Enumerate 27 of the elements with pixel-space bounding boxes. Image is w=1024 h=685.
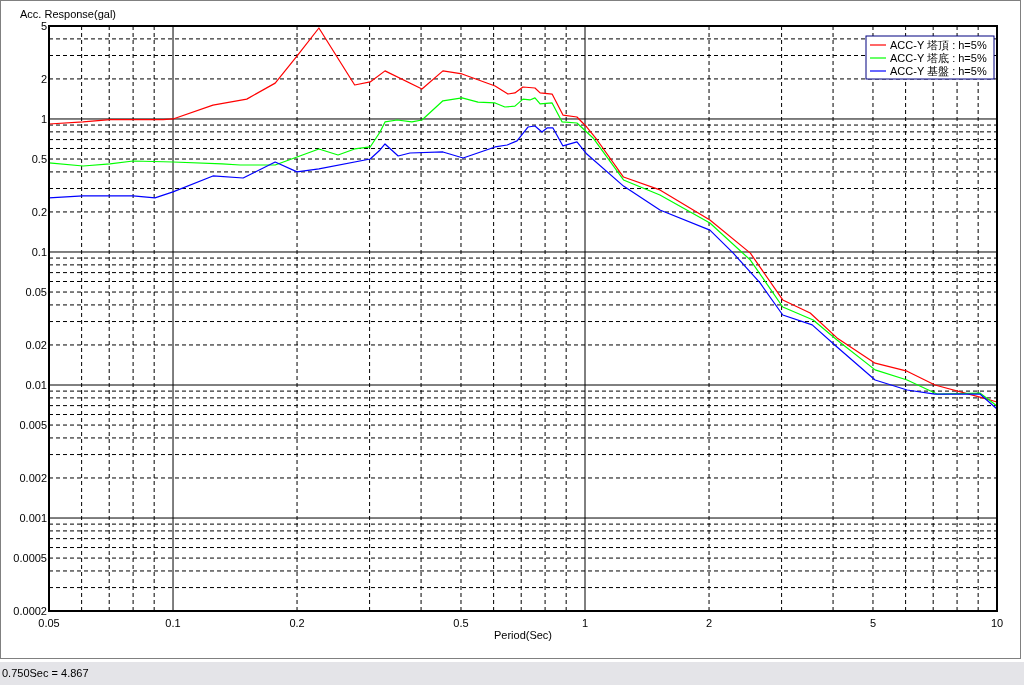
x-tick-label: 0.5 xyxy=(453,617,469,629)
x-axis-title: Period(Sec) xyxy=(493,629,553,641)
x-tick-label: 5 xyxy=(869,617,877,629)
y-tick-label: 0.002 xyxy=(19,471,47,484)
x-tick-label: 1 xyxy=(581,617,589,629)
y-tick-label: 0.0005 xyxy=(13,552,47,565)
x-tick-label: 2 xyxy=(705,617,713,629)
y-tick-label: 0.05 xyxy=(25,286,47,299)
y-tick-label: 0.5 xyxy=(31,153,47,166)
y-tick-label: 0.01 xyxy=(25,379,47,392)
y-tick-label: 0.0002 xyxy=(13,605,47,617)
y-tick-label: 1 xyxy=(40,112,47,125)
y-tick-label: 0.2 xyxy=(31,205,47,218)
x-tick-label: 10 xyxy=(990,617,1004,629)
y-tick-label: 0.02 xyxy=(25,338,47,351)
y-tick-label: 0.1 xyxy=(31,245,47,258)
legend-label: ACC-Y 塔頂 : h=5% xyxy=(890,39,987,51)
y-axis-title: Acc. Response(gal) xyxy=(20,8,116,20)
x-tick-label: 0.2 xyxy=(289,617,305,629)
y-tick-label: 0.005 xyxy=(19,419,47,432)
legend-label: ACC-Y 基盤 : h=5% xyxy=(890,65,987,77)
legend-label: ACC-Y 塔底 : h=5% xyxy=(890,52,987,64)
text: 0.750Sec = 4.867 xyxy=(2,667,89,679)
y-tick-label: 5 xyxy=(40,20,47,32)
y-tick-label: 2 xyxy=(40,72,47,85)
x-tick-label: 0.1 xyxy=(165,617,181,629)
y-tick-label: 0.001 xyxy=(19,512,47,525)
